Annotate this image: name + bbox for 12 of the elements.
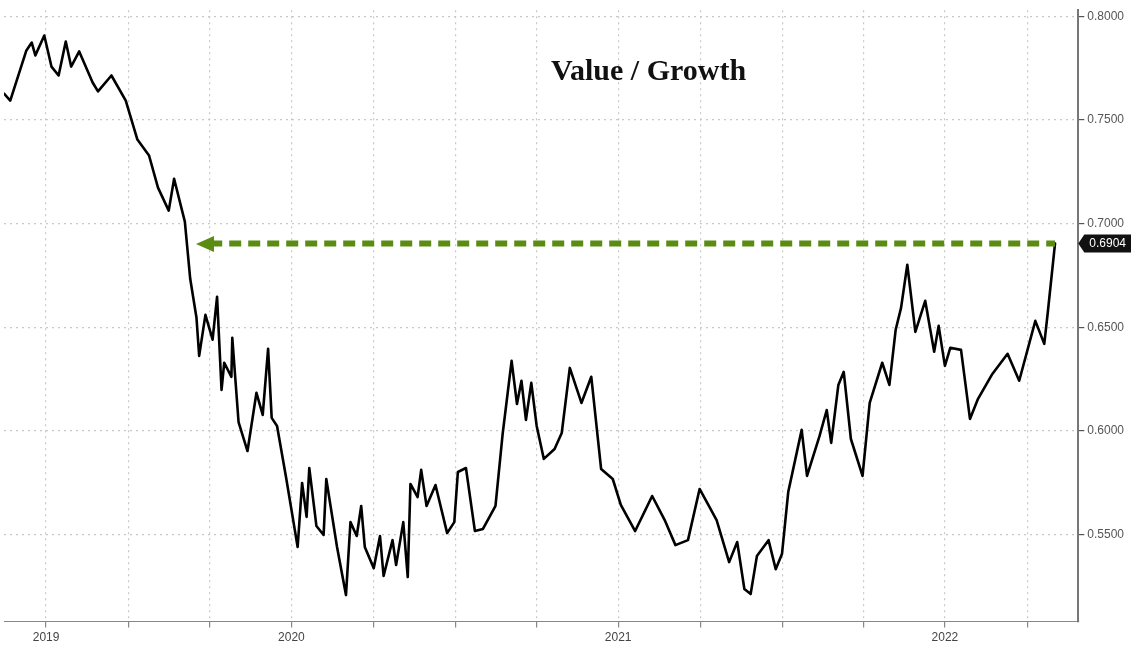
y-tick-label: 0.7000 <box>1087 215 1125 230</box>
y-tick-label: 0.6500 <box>1087 319 1125 334</box>
y-tick-label: 0.8000 <box>1087 8 1125 23</box>
text: Value / Growth <box>551 52 747 86</box>
y-tick-label: 0.7500 <box>1087 112 1125 127</box>
x-tick-label: 2022 <box>931 630 959 645</box>
x-tick-label: 2019 <box>32 630 60 645</box>
x-tick-label: 2021 <box>604 630 632 645</box>
ref-line-label: 0.6904 <box>1089 235 1127 250</box>
y-tick-label: 0.6000 <box>1087 423 1125 438</box>
x-tick-label: 2020 <box>278 630 306 645</box>
y-tick-label: 0.5500 <box>1087 526 1125 541</box>
